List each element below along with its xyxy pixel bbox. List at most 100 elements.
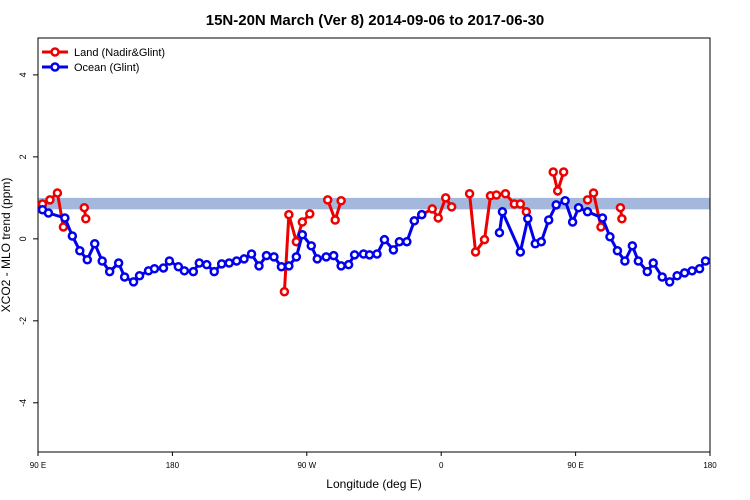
data-point xyxy=(657,272,667,282)
data-point xyxy=(97,256,107,266)
data-point xyxy=(60,213,70,223)
data-point xyxy=(364,250,375,260)
data-point xyxy=(687,266,697,276)
data-point xyxy=(560,195,570,206)
data-point xyxy=(470,247,481,257)
data-point xyxy=(113,258,124,268)
data-point xyxy=(615,202,626,213)
data-point xyxy=(633,256,644,266)
data-point xyxy=(67,231,78,241)
data-point xyxy=(336,261,346,271)
data-point xyxy=(500,189,511,199)
data-point xyxy=(246,249,257,259)
data-point xyxy=(128,277,139,287)
data-point xyxy=(582,207,593,217)
data-point xyxy=(672,270,682,281)
data-point xyxy=(216,259,227,269)
data-point xyxy=(158,263,169,273)
data-point xyxy=(119,272,130,282)
data-point xyxy=(209,266,219,277)
data-point xyxy=(679,268,690,278)
data-point xyxy=(394,236,405,247)
x-tick-label: 90 E xyxy=(567,461,583,470)
data-point xyxy=(201,259,212,270)
data-point xyxy=(417,209,427,220)
data-point xyxy=(305,209,315,219)
y-tick-label: -2 xyxy=(18,317,28,325)
data-point xyxy=(567,217,578,227)
data-point xyxy=(372,249,382,259)
data-point xyxy=(491,190,502,200)
legend-marker xyxy=(50,47,60,57)
data-point xyxy=(328,250,339,261)
data-point xyxy=(291,252,302,262)
x-tick-label: 180 xyxy=(166,461,180,470)
data-point xyxy=(239,254,249,264)
data-point xyxy=(612,245,623,256)
data-point xyxy=(642,266,653,277)
x-tick-label: 180 xyxy=(703,461,717,470)
reference-band xyxy=(38,197,710,210)
plot-frame xyxy=(37,37,711,453)
data-point xyxy=(312,254,323,264)
data-point xyxy=(322,195,333,205)
data-point xyxy=(409,216,420,226)
data-point xyxy=(440,193,451,203)
data-point xyxy=(75,245,85,256)
data-point xyxy=(188,266,199,277)
data-point xyxy=(552,186,563,196)
y-axis-title: XCO2 - MLO trend (ppm) xyxy=(0,178,13,313)
x-axis-title: Longitude (deg E) xyxy=(326,477,421,491)
data-point xyxy=(558,167,569,177)
x-tick-label: 90 W xyxy=(297,461,316,470)
data-point xyxy=(276,261,287,272)
chart-title: 15N-20N March (Ver 8) 2014-09-06 to 2017… xyxy=(206,12,545,29)
data-point xyxy=(479,234,490,245)
data-point xyxy=(269,252,279,262)
data-point xyxy=(231,256,242,266)
data-point xyxy=(45,195,55,205)
data-point xyxy=(149,264,160,274)
data-point xyxy=(464,189,475,199)
y-tick-label: -4 xyxy=(18,399,28,407)
data-point xyxy=(321,252,331,262)
data-point xyxy=(297,217,308,227)
x-tick-label: 90 E xyxy=(30,461,46,470)
data-point xyxy=(543,215,554,225)
data-point xyxy=(588,188,599,198)
data-point xyxy=(582,195,593,205)
data-point xyxy=(284,209,294,220)
data-point xyxy=(551,200,561,210)
data-point xyxy=(605,232,615,242)
data-point xyxy=(52,188,63,198)
data-point xyxy=(596,222,606,232)
data-point xyxy=(179,266,190,276)
data-point xyxy=(379,234,390,245)
x-tick-label: 0 xyxy=(439,461,444,470)
data-point xyxy=(515,199,526,209)
data-point xyxy=(330,215,340,225)
series-line xyxy=(41,208,423,284)
data-point xyxy=(43,208,54,218)
legend-marker xyxy=(50,62,60,72)
y-tick-label: 2 xyxy=(18,154,28,159)
data-point xyxy=(336,195,346,206)
data-point xyxy=(224,258,234,268)
y-tick-label: 4 xyxy=(18,72,28,77)
data-point xyxy=(81,214,91,224)
data-point xyxy=(134,270,145,281)
data-point xyxy=(79,202,90,213)
data-point xyxy=(402,236,412,247)
data-point xyxy=(573,202,584,213)
data-point xyxy=(284,261,294,271)
data-point xyxy=(664,277,675,287)
data-point xyxy=(349,250,360,260)
data-point xyxy=(164,256,175,266)
data-point xyxy=(446,202,457,212)
data-point xyxy=(279,286,290,297)
data-point xyxy=(306,241,317,251)
data-point xyxy=(523,214,533,224)
data-point xyxy=(548,167,558,177)
data-point xyxy=(261,250,272,261)
